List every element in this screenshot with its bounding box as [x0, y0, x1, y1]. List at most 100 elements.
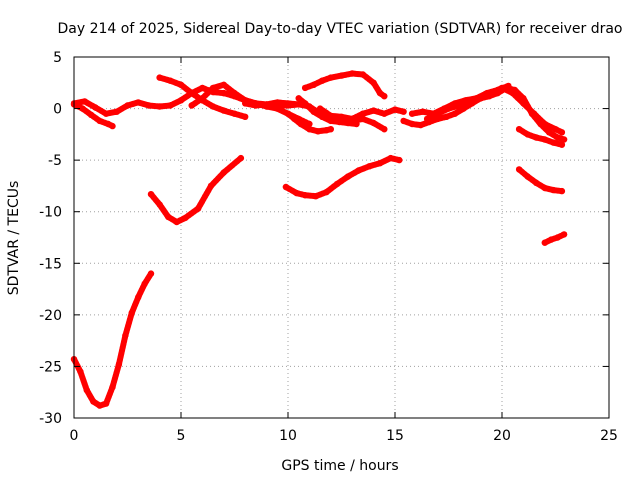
data-point-arc-17 — [541, 136, 548, 143]
data-point-arc-11 — [319, 77, 326, 84]
y-tick-label: 5 — [53, 50, 62, 66]
data-point-arc-11 — [301, 84, 309, 92]
data-point-arc-12 — [381, 110, 388, 117]
data-point-arc-17 — [533, 134, 540, 141]
data-point-arc-10 — [310, 108, 317, 115]
data-point-arc-14 — [408, 120, 416, 128]
data-point-arc-14 — [554, 134, 561, 141]
data-point-arc-8 — [370, 119, 377, 127]
x-tick-label: 0 — [70, 428, 79, 444]
x-tick-label: 20 — [493, 428, 511, 444]
data-point-arc-14 — [417, 121, 424, 129]
data-point-arc-14 — [545, 129, 553, 136]
data-point-arc-2 — [220, 169, 227, 176]
data-point-arc-11 — [381, 93, 388, 100]
data-point-arc-17 — [524, 131, 531, 138]
data-point-arc-13 — [376, 160, 384, 167]
data-point-arc-10 — [319, 113, 326, 121]
y-tick-label: 0 — [53, 102, 62, 118]
series-arc-11 — [302, 70, 388, 100]
data-point-arc-10 — [353, 120, 360, 128]
data-point-arc-1 — [83, 387, 91, 394]
data-point-arc-2 — [156, 201, 163, 208]
data-point-arc-11 — [310, 81, 317, 89]
data-point-arc-1 — [135, 294, 142, 301]
data-point-arc-2 — [207, 182, 215, 190]
data-point-arc-4 — [81, 98, 88, 105]
data-point-arc-16 — [558, 129, 566, 136]
data-point-arc-5 — [167, 77, 174, 84]
data-point-arc-12 — [370, 107, 377, 114]
data-point-arc-13 — [334, 180, 341, 188]
data-point-arc-1 — [147, 270, 155, 277]
data-point-arc-2 — [147, 191, 155, 198]
data-point-arc-7 — [231, 93, 238, 100]
data-point-arc-7 — [274, 105, 281, 112]
data-point-arc-2 — [165, 213, 172, 221]
data-point-arc-3 — [96, 117, 103, 125]
data-point-arc-16 — [445, 105, 452, 112]
data-point-arc-1 — [115, 361, 123, 368]
data-point-arc-12 — [400, 108, 407, 115]
data-series — [70, 70, 568, 409]
data-point-arc-13 — [396, 156, 403, 164]
data-point-arc-8 — [274, 99, 281, 106]
chart-title: Day 214 of 2025, Sidereal Day-to-day VTE… — [57, 21, 622, 37]
data-point-arc-1 — [77, 368, 84, 375]
data-point-arc-13 — [387, 154, 394, 162]
data-point-arc-8 — [381, 126, 388, 133]
data-point-arc-1 — [141, 280, 148, 288]
y-tick-label: -30 — [39, 411, 62, 427]
data-point-arc-14 — [451, 110, 459, 117]
data-point-arc-18 — [515, 166, 523, 173]
data-point-arc-13 — [323, 188, 330, 196]
x-tick-label: 25 — [600, 428, 618, 444]
data-point-arc-4 — [145, 102, 153, 109]
data-point-arc-16 — [509, 89, 516, 97]
data-point-arc-8 — [252, 102, 260, 109]
data-point-arc-13 — [301, 192, 309, 199]
series-arc-19 — [541, 231, 568, 246]
data-point-arc-1 — [109, 383, 116, 391]
data-point-arc-4 — [135, 99, 142, 106]
data-point-arc-18 — [541, 184, 548, 192]
data-point-arc-18 — [550, 186, 557, 194]
data-point-arc-4 — [124, 102, 131, 109]
data-point-arc-12 — [327, 112, 334, 120]
data-point-arc-14 — [443, 113, 450, 121]
data-point-arc-1 — [90, 398, 97, 405]
data-point-arc-14 — [560, 136, 568, 143]
data-point-arc-6 — [220, 81, 227, 89]
data-point-arc-8 — [263, 101, 270, 108]
data-point-arc-16 — [434, 110, 441, 117]
data-point-arc-17 — [515, 126, 523, 133]
data-point-arc-16 — [552, 126, 559, 133]
data-point-arc-11 — [338, 72, 345, 79]
y-axis-label: SDTVAR / TECUs — [6, 181, 22, 296]
data-point-arc-3 — [79, 105, 86, 112]
data-point-arc-19 — [541, 239, 548, 246]
data-point-arc-1 — [102, 400, 110, 407]
data-point-arc-6 — [199, 95, 206, 102]
data-point-arc-12 — [391, 106, 399, 113]
data-point-arc-11 — [349, 70, 356, 77]
data-point-arc-16 — [477, 95, 484, 102]
axis-ticks: 0 5 10 15 20 25 5 0 -5 -10 -15 -20 -25 -30 — [39, 50, 618, 444]
data-point-arc-3 — [87, 111, 95, 119]
data-point-arc-9 — [284, 110, 292, 117]
data-point-arc-16 — [423, 115, 431, 123]
data-point-arc-14 — [400, 117, 407, 125]
data-point-arc-10 — [295, 95, 302, 102]
data-point-arc-5 — [242, 113, 249, 121]
data-point-arc-4 — [199, 84, 206, 92]
y-tick-label: -25 — [39, 359, 62, 375]
data-point-arc-4 — [156, 103, 163, 110]
data-point-arc-13 — [312, 193, 319, 200]
data-point-arc-16 — [498, 84, 506, 92]
data-point-arc-5 — [177, 81, 185, 89]
data-point-arc-13 — [366, 163, 373, 170]
data-point-arc-7 — [220, 89, 227, 97]
data-point-arc-9 — [306, 126, 313, 133]
